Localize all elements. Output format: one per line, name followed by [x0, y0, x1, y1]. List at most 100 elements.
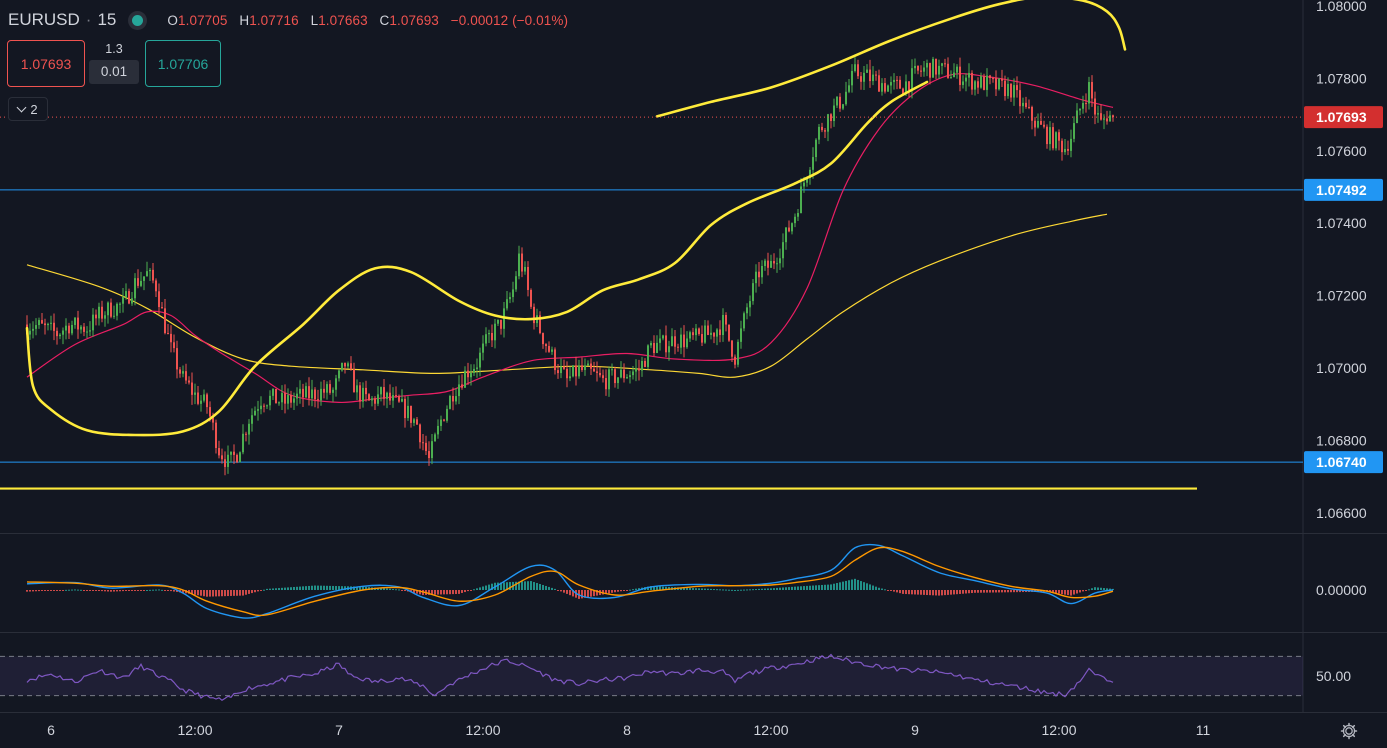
candle-body — [185, 371, 187, 381]
histogram-bar — [932, 590, 934, 596]
candle-body — [428, 451, 430, 459]
candle-body — [332, 389, 334, 393]
histogram-bar — [776, 587, 778, 590]
histogram-bar — [68, 589, 70, 591]
histogram-bar — [695, 588, 697, 590]
histogram-bar — [158, 589, 160, 591]
candle-body — [893, 79, 895, 83]
candle-body — [431, 441, 433, 459]
candle-body — [371, 398, 373, 401]
buy-button[interactable]: 1.07706 — [145, 40, 221, 87]
histogram-bar — [905, 590, 907, 595]
histogram-bar — [1067, 590, 1069, 596]
candle-body — [788, 227, 790, 232]
candle-body — [107, 302, 109, 316]
histogram-bar — [827, 584, 829, 590]
histogram-bar — [359, 586, 361, 590]
histogram-bar — [212, 590, 214, 597]
candle-body — [104, 315, 106, 319]
histogram-bar — [920, 590, 922, 595]
histogram-bar — [404, 590, 406, 591]
histogram-bar — [956, 590, 958, 595]
histogram-bar — [590, 590, 592, 597]
change-value: −0.00012 (−0.01%) — [450, 12, 569, 28]
candle-body — [341, 362, 343, 371]
symbol-label[interactable]: EURUSD — [8, 10, 80, 29]
histogram-bar — [47, 590, 49, 591]
candle-body — [848, 85, 850, 92]
candle-body — [53, 322, 55, 331]
candle-body — [440, 419, 442, 426]
histogram-bar — [836, 583, 838, 590]
histogram-bar — [791, 586, 793, 590]
histogram-bar — [713, 589, 715, 591]
candle-body — [533, 306, 535, 324]
histogram-bar — [383, 588, 385, 590]
histogram-bar — [893, 590, 895, 592]
candle-body — [485, 334, 487, 344]
histogram-bar — [269, 588, 271, 590]
candle-body — [707, 325, 709, 335]
sell-button[interactable]: 1.07693 — [7, 40, 85, 87]
histogram-bar — [998, 590, 1000, 593]
indicators-toggle[interactable]: 2 — [8, 97, 48, 121]
candle-body — [1055, 132, 1057, 149]
histogram-bar — [1091, 588, 1093, 590]
ma-slow-line — [26, 213, 1108, 378]
candle-body — [842, 104, 844, 109]
candle-body — [839, 96, 841, 109]
candle-body — [155, 280, 157, 292]
candle-body — [455, 396, 457, 402]
candle-body — [557, 370, 559, 374]
histogram-bar — [1013, 590, 1015, 593]
histogram-bar — [857, 579, 859, 590]
candle-body — [599, 372, 601, 376]
candle-body — [1049, 127, 1051, 145]
histogram-bar — [875, 586, 877, 590]
histogram-bar — [749, 589, 751, 591]
histogram-bar — [551, 587, 553, 590]
candle-body — [242, 433, 244, 453]
gear-icon[interactable] — [1339, 721, 1359, 741]
histogram-bar — [128, 590, 130, 591]
candle-body — [77, 317, 79, 330]
histogram-bar — [245, 590, 247, 595]
candle-body — [1061, 140, 1063, 153]
candle-body — [1064, 148, 1066, 153]
histogram-bar — [935, 590, 937, 596]
candle-body — [989, 75, 991, 79]
histogram-bar — [380, 588, 382, 590]
candle-body — [578, 365, 580, 377]
candle-body — [563, 366, 565, 369]
last-price-badge — [1304, 106, 1383, 129]
histogram-bar — [479, 587, 481, 590]
histogram-bar — [947, 590, 949, 595]
histogram-bar — [545, 585, 547, 590]
candle-body — [782, 242, 784, 259]
candle-body — [461, 384, 463, 388]
histogram-bar — [218, 590, 220, 597]
candle-body — [407, 405, 409, 419]
candle-body — [215, 422, 217, 449]
hline-price-label: 1.06740 — [1316, 454, 1367, 470]
open-key: O — [167, 12, 178, 28]
candle-body — [980, 76, 982, 88]
macd-tick-label: 0.00000 — [1316, 582, 1367, 598]
interval-label[interactable]: 15 — [97, 10, 117, 29]
candle-body — [410, 405, 412, 423]
histogram-bar — [497, 582, 499, 590]
candle-body — [785, 227, 787, 243]
histogram-bar — [137, 590, 139, 591]
histogram-bar — [761, 588, 763, 590]
candle-body — [869, 69, 871, 82]
hline-price-badge — [1304, 178, 1383, 201]
candle-body — [722, 314, 724, 336]
histogram-bar — [962, 590, 964, 594]
candle-body — [311, 389, 313, 399]
histogram-bar — [623, 590, 625, 591]
histogram-bar — [728, 589, 730, 591]
histogram-bar — [449, 590, 451, 595]
candle-body — [419, 424, 421, 443]
candle-body — [152, 269, 154, 281]
